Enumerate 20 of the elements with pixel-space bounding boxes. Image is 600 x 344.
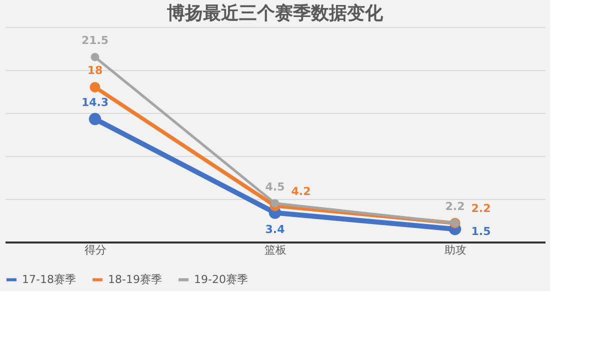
- point: [90, 82, 100, 92]
- data-label: 3.4: [265, 222, 286, 236]
- chart-title: 博扬最近三个赛季数据变化: [166, 3, 384, 24]
- point: [90, 52, 100, 62]
- x-tick-label: 篮板: [264, 244, 286, 256]
- data-label: 14.3: [81, 96, 109, 110]
- data-label: 4.2: [291, 184, 311, 198]
- data-label: 1.5: [471, 225, 491, 238]
- data-label: 21.5: [81, 34, 109, 48]
- point: [88, 112, 102, 126]
- x-tick-label: 得分: [84, 244, 106, 256]
- legend-label: 18-19赛季: [108, 272, 162, 286]
- data-label: 4.5: [265, 180, 285, 194]
- data-label: 2.2: [445, 200, 465, 214]
- legend-label: 19-20赛季: [194, 272, 248, 286]
- data-label: 2.2: [471, 202, 491, 216]
- legend-label: 17-18赛季: [22, 272, 76, 286]
- point: [270, 199, 280, 208]
- data-label: 18: [87, 64, 103, 78]
- x-tick-label: 助攻: [444, 244, 466, 256]
